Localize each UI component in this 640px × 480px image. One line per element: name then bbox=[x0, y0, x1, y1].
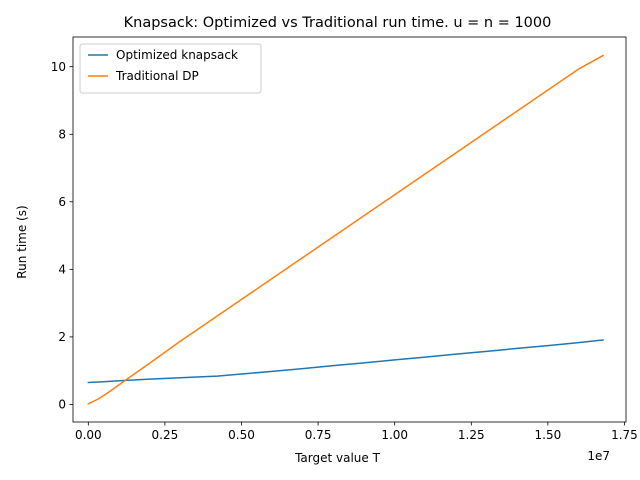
series-layer bbox=[87, 54, 605, 405]
y-tick-label: 10 bbox=[51, 60, 66, 74]
x-axis-ticks: 0.00 0.25 0.50 0.75 1.00 1.25 1.50 1.75 bbox=[75, 422, 638, 442]
y-tick-label: 8 bbox=[58, 127, 66, 141]
x-tick-label: 1.50 bbox=[535, 428, 562, 442]
legend-label: Traditional DP bbox=[115, 69, 199, 83]
legend: Optimized knapsack Traditional DP bbox=[79, 43, 262, 94]
legend-label: Optimized knapsack bbox=[116, 48, 238, 62]
x-tick-label: 1.25 bbox=[458, 428, 485, 442]
x-tick-label: 0.75 bbox=[305, 428, 332, 442]
y-axis-label: Run time (s) bbox=[15, 205, 29, 278]
x-axis-label: Target value T bbox=[294, 451, 381, 465]
axes-frame bbox=[72, 36, 627, 423]
series-line-2 bbox=[87, 54, 605, 405]
y-tick-label: 0 bbox=[58, 398, 66, 412]
legend-box bbox=[79, 43, 262, 94]
y-tick-label: 6 bbox=[58, 195, 66, 209]
x-tick-label: 0.00 bbox=[75, 428, 102, 442]
y-axis-ticks: 0 2 4 6 8 10 bbox=[51, 60, 73, 412]
x-tick-label: 1.00 bbox=[381, 428, 408, 442]
y-tick-label: 4 bbox=[58, 263, 66, 277]
x-tick-label: 0.25 bbox=[152, 428, 179, 442]
x-tick-label: 0.50 bbox=[228, 428, 255, 442]
y-tick-label: 2 bbox=[58, 330, 66, 344]
x-axis-offset-label: 1e7 bbox=[587, 449, 610, 463]
series-line-1 bbox=[87, 339, 604, 384]
plot-area: 0.00 0.25 0.50 0.75 1.00 1.25 1.50 1.75 0 2 4 6 8 10 bbox=[51, 36, 638, 442]
x-tick-label: 1.75 bbox=[611, 428, 638, 442]
chart-title: Knapsack: Optimized vs Traditional run t… bbox=[124, 15, 552, 31]
